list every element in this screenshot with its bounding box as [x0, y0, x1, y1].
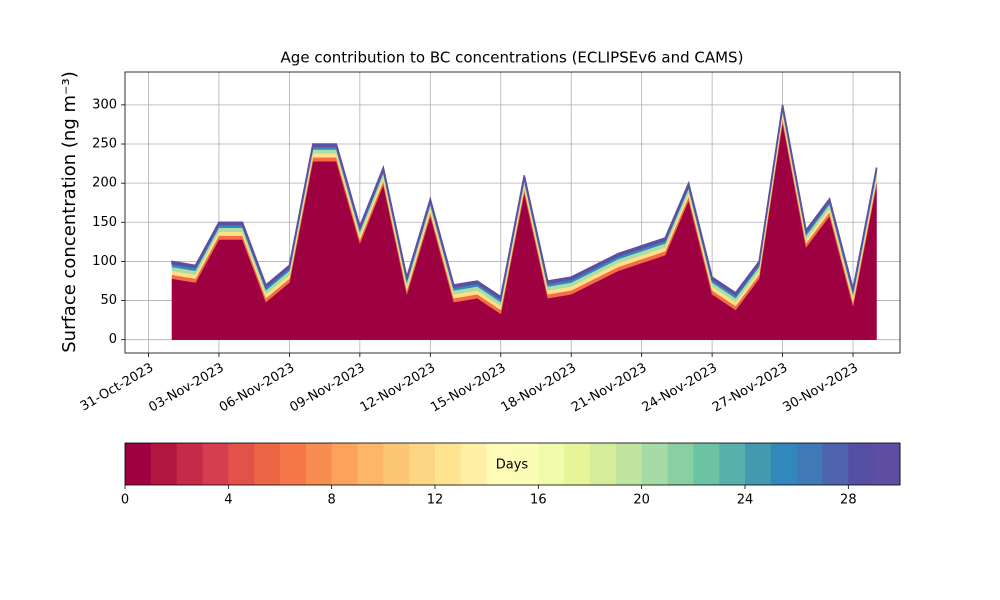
colorbar-cell	[590, 443, 617, 485]
colorbar-cell	[564, 443, 591, 485]
colorbar-tick-label: 4	[224, 493, 232, 508]
y-tick-label: 250	[92, 137, 117, 152]
colorbar-cell	[357, 443, 384, 485]
colorbar-cell	[822, 443, 849, 485]
colorbar-cell	[228, 443, 255, 485]
colorbar-cell	[538, 443, 565, 485]
colorbar-cell	[719, 443, 746, 485]
colorbar-cell	[254, 443, 281, 485]
colorbar-cell	[383, 443, 410, 485]
colorbar-tick-label: 16	[530, 493, 547, 508]
colorbar-cell	[848, 443, 875, 485]
colorbar-cell	[435, 443, 462, 485]
colorbar-tick-label: 20	[633, 493, 650, 508]
x-tick-label: 06-Nov-2023	[217, 361, 297, 416]
x-tick-label: 31-Oct-2023	[78, 361, 156, 415]
plot-frame	[124, 71, 901, 354]
x-tick-label: 27-Nov-2023	[710, 361, 790, 416]
colorbar-cell	[125, 443, 152, 485]
colorbar-label: Days	[496, 458, 529, 473]
area-layer	[171, 104, 878, 301]
y-tick-label: 50	[100, 293, 117, 308]
colorbar-cell	[486, 443, 513, 485]
x-tick-label: 24-Nov-2023	[640, 361, 720, 416]
plot-layer	[125, 72, 900, 353]
y-tick-label: 150	[92, 215, 117, 230]
y-tick-label: 100	[92, 254, 117, 269]
colorbar-cell	[409, 443, 436, 485]
y-tick-label: 0	[109, 332, 117, 347]
chart-title: Age contribution to BC concentrations (E…	[281, 49, 744, 67]
x-tick-label: 09-Nov-2023	[287, 361, 367, 416]
y-axis-label: Surface concentration (ng m⁻³)	[59, 71, 80, 353]
colorbar-tick-label: 12	[427, 493, 444, 508]
colorbar-tick-label: 0	[121, 493, 129, 508]
colorbar-cell	[796, 443, 823, 485]
colorbar-cell	[512, 443, 539, 485]
colorbar-cell	[305, 443, 333, 485]
colorbar-cell	[202, 443, 229, 485]
y-tick-label: 300	[92, 97, 117, 112]
y-tick-label: 200	[92, 176, 117, 191]
colorbar-cell	[745, 443, 772, 485]
colorbar-tick-label: 28	[840, 493, 857, 508]
x-tick-label: 18-Nov-2023	[499, 361, 579, 416]
colorbar-cell	[667, 443, 694, 485]
colorbar-cell	[176, 443, 203, 485]
colorbar-cell	[615, 443, 643, 485]
colorbar-cell	[770, 443, 798, 485]
area-layer	[171, 122, 877, 340]
colorbar-cell	[331, 443, 358, 485]
colorbar-cell	[280, 443, 307, 485]
colorbar-cell	[150, 443, 178, 485]
x-tick-label: 21-Nov-2023	[569, 361, 649, 416]
colorbar-cell	[693, 443, 720, 485]
x-tick-label: 15-Nov-2023	[428, 361, 508, 416]
colorbar-tick-label: 8	[328, 493, 336, 508]
x-tick-label: 12-Nov-2023	[358, 361, 438, 416]
x-tick-label: 03-Nov-2023	[146, 361, 226, 416]
x-tick-label: 30-Nov-2023	[781, 361, 861, 416]
colorbar-cell	[641, 443, 668, 485]
colorbar-cell	[460, 443, 488, 485]
colorbar-cell	[874, 443, 901, 485]
colorbar-frame	[124, 442, 901, 486]
colorbar-tick-label: 24	[737, 493, 754, 508]
